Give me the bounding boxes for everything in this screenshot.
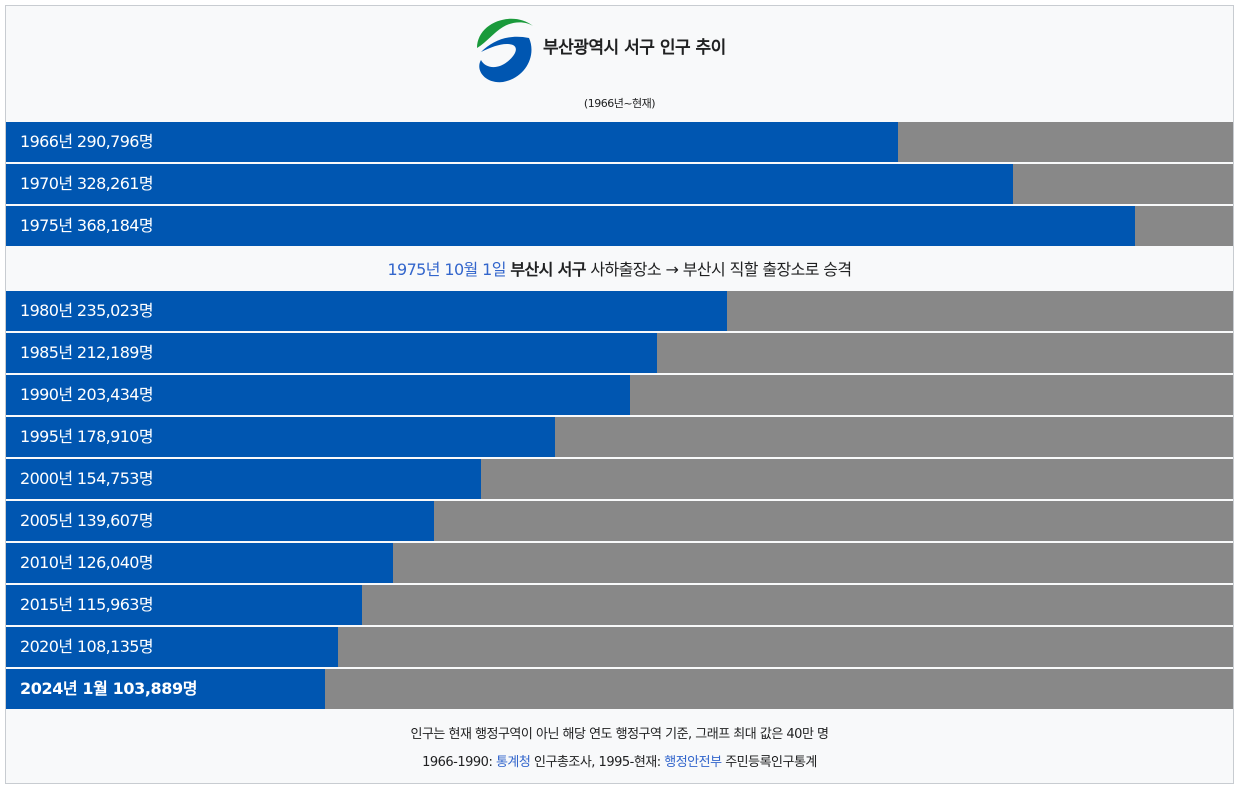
bar-2000 xyxy=(6,459,481,499)
event-date-link[interactable]: 1975년 10월 1일 xyxy=(387,260,506,279)
bar-label-2005: 2005년 139,607명 xyxy=(20,511,154,530)
page-title: 부산광역시 서구 인구 추이 xyxy=(543,38,726,58)
ministry-link[interactable]: 행정안전부 xyxy=(664,755,722,770)
bar-label-1985: 1985년 212,189명 xyxy=(20,343,154,362)
chart-frame: 부산광역시 서구 인구 추이 (1966년~현재) 1966년 290,796명… xyxy=(5,5,1234,784)
bar-row-1985: 1985년 212,189명 xyxy=(6,333,1233,373)
event-place: 부산시 서구 xyxy=(510,260,586,279)
bar-row-2000: 2000년 154,753명 xyxy=(6,459,1233,499)
bar-label-2024: 2024년 1월 103,889명 xyxy=(20,679,198,698)
bar-1995 xyxy=(6,417,555,457)
bar-row-1980: 1980년 235,023명 xyxy=(6,291,1233,331)
source-mid: 인구총조사, 1995-현재: xyxy=(530,755,665,770)
bar-1985 xyxy=(6,333,657,373)
bar-label-2020: 2020년 108,135명 xyxy=(20,637,154,656)
bar-1975 xyxy=(6,206,1135,246)
source-suffix: 주민등록인구통계 xyxy=(721,755,817,770)
bar-1980 xyxy=(6,291,727,331)
bar-label-2000: 2000년 154,753명 xyxy=(20,469,154,488)
bar-label-1980: 1980년 235,023명 xyxy=(20,301,154,320)
bar-label-1966: 1966년 290,796명 xyxy=(20,132,154,151)
bar-2005 xyxy=(6,501,434,541)
bar-2024 xyxy=(6,669,325,709)
bar-1966 xyxy=(6,122,898,162)
page-subtitle: (1966년~현재) xyxy=(583,97,656,110)
bar-row-2005: 2005년 139,607명 xyxy=(6,501,1233,541)
bar-label-1995: 1995년 178,910명 xyxy=(20,427,154,446)
bar-row-2024: 2024년 1월 103,889명 xyxy=(6,669,1233,709)
source-prefix: 1966-1990: xyxy=(422,755,496,770)
bar-label-2010: 2010년 126,040명 xyxy=(20,553,154,572)
bar-2020 xyxy=(6,627,338,667)
bar-label-1970: 1970년 328,261명 xyxy=(20,174,154,193)
bar-label-2015: 2015년 115,963명 xyxy=(20,595,154,614)
bar-row-1975: 1975년 368,184명 xyxy=(6,206,1233,246)
bar-row-1990: 1990년 203,434명 xyxy=(6,375,1233,415)
bar-label-1990: 1990년 203,434명 xyxy=(20,385,154,404)
bar-2015 xyxy=(6,585,362,625)
footer-note: 인구는 현재 행정구역이 아닌 해당 연도 행정구역 기준, 그래프 최대 값은… xyxy=(410,727,829,742)
bar-row-2020: 2020년 108,135명 xyxy=(6,627,1233,667)
bar-1970 xyxy=(6,164,1013,204)
bar-1990 xyxy=(6,375,630,415)
bar-row-1995: 1995년 178,910명 xyxy=(6,417,1233,457)
event-text: 사하출장소 → 부산시 직할 출장소로 승격 xyxy=(585,260,852,279)
bar-label-1975: 1975년 368,184명 xyxy=(20,216,154,235)
bar-row-2010: 2010년 126,040명 xyxy=(6,543,1233,583)
chart-header: 부산광역시 서구 인구 추이 (1966년~현재) xyxy=(6,6,1233,122)
event-note: 1975년 10월 1일 부산시 서구 사하출장소 → 부산시 직할 출장소로 … xyxy=(6,249,1233,291)
bar-row-1970: 1970년 328,261명 xyxy=(6,164,1233,204)
seo-gu-emblem-icon xyxy=(477,18,533,83)
bar-row-1966: 1966년 290,796명 xyxy=(6,122,1233,162)
bar-row-2015: 2015년 115,963명 xyxy=(6,585,1233,625)
statistics-korea-link[interactable]: 통계청 xyxy=(495,755,531,770)
footer-source: 1966-1990: 통계청 인구총조사, 1995-현재: 행정안전부 주민등… xyxy=(6,751,1233,770)
bar-2010 xyxy=(6,543,393,583)
